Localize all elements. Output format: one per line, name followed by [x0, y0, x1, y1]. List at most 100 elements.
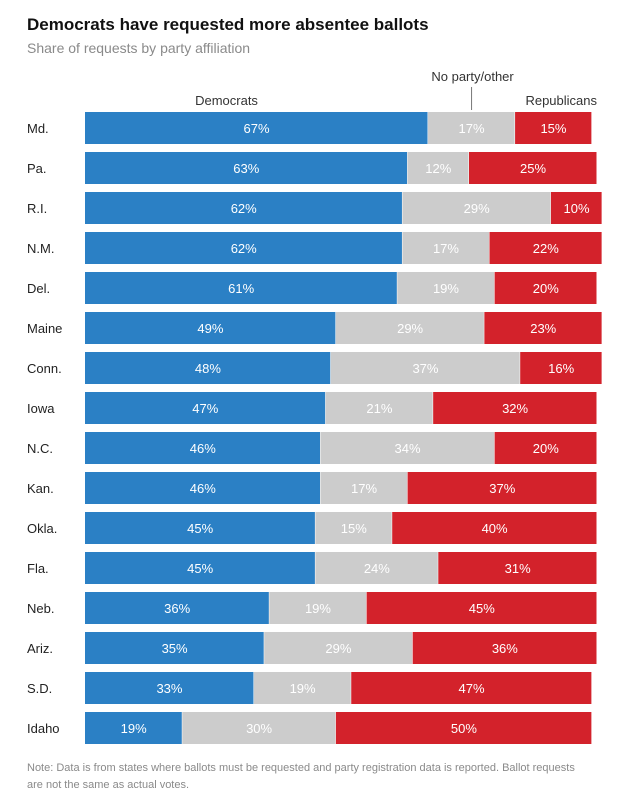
bar-row: R.I. 62% 29% 10% [27, 192, 602, 224]
data-label-democrats: 62% [231, 201, 257, 216]
bar-segment-no-party-other [315, 552, 438, 584]
bar-segment-democrats [85, 672, 254, 704]
data-label-democrats: 45% [187, 561, 213, 576]
legend-democrats: Democrats [195, 93, 258, 108]
bar-segment-no-party-other [397, 272, 495, 304]
data-label-republicans: 23% [530, 321, 556, 336]
bar-segment-democrats [85, 512, 315, 544]
data-label-republicans: 22% [533, 241, 559, 256]
bar-segment-democrats [85, 112, 428, 144]
bar-segment-democrats [85, 552, 315, 584]
bar-row: Iowa 47% 21% 32% [27, 392, 597, 424]
data-label-republicans: 31% [505, 561, 531, 576]
chart-subtitle: Share of requests by party affiliation [27, 40, 251, 56]
bar-row: Fla. 45% 24% 31% [27, 552, 597, 584]
category-label: Md. [27, 121, 49, 136]
data-label-democrats: 45% [187, 521, 213, 536]
data-label-no-party-other: 24% [364, 561, 390, 576]
bar-row: Md. 67% 17% 15% [27, 112, 592, 144]
data-label-republicans: 16% [548, 361, 574, 376]
category-label: Iowa [27, 401, 55, 416]
bar-row: Ariz. 35% 29% 36% [27, 632, 597, 664]
data-label-no-party-other: 15% [341, 521, 367, 536]
bar-segment-democrats [85, 392, 326, 424]
bar-segment-no-party-other [320, 432, 495, 464]
bar-segment-democrats [85, 232, 402, 264]
bar-segment-no-party-other [330, 352, 520, 384]
bar-segment-democrats [85, 192, 402, 224]
bar-segment-democrats [85, 632, 264, 664]
legend-no-party-other: No party/other [431, 69, 514, 84]
data-label-no-party-other: 34% [395, 441, 421, 456]
category-label: Neb. [27, 601, 54, 616]
category-label: Pa. [27, 161, 47, 176]
category-label: Maine [27, 321, 62, 336]
bar-segment-no-party-other [402, 232, 489, 264]
data-label-republicans: 15% [540, 121, 566, 136]
data-label-no-party-other: 29% [325, 641, 351, 656]
category-label: Okla. [27, 521, 57, 536]
data-label-no-party-other: 17% [351, 481, 377, 496]
data-label-republicans: 10% [564, 201, 590, 216]
data-label-republicans: 20% [533, 281, 559, 296]
data-label-no-party-other: 19% [305, 601, 331, 616]
data-label-republicans: 37% [489, 481, 515, 496]
data-label-no-party-other: 19% [290, 681, 316, 696]
data-label-republicans: 47% [459, 681, 485, 696]
data-label-republicans: 20% [533, 441, 559, 456]
data-label-republicans: 25% [520, 161, 546, 176]
bar-segment-democrats [85, 592, 269, 624]
bar-segment-republicans [550, 192, 602, 224]
category-label: Kan. [27, 481, 54, 496]
data-label-republicans: 36% [492, 641, 518, 656]
bar-segment-democrats [85, 472, 321, 504]
bar-segment-republicans [433, 392, 597, 424]
category-label: Conn. [27, 361, 62, 376]
bar-segment-democrats [85, 152, 408, 184]
bar-segment-no-party-other [182, 712, 336, 744]
bar-segment-republicans [407, 472, 597, 504]
chart-title: Democrats have requested more absentee b… [27, 15, 429, 34]
bar-segment-republicans [438, 552, 597, 584]
bar-segment-republicans [520, 352, 602, 384]
bar-row: Del. 61% 19% 20% [27, 272, 597, 304]
data-label-no-party-other: 21% [366, 401, 392, 416]
data-label-democrats: 49% [197, 321, 223, 336]
bar-segment-republicans [351, 672, 592, 704]
bar-row: Pa. 63% 12% 25% [27, 152, 597, 184]
data-label-no-party-other: 12% [425, 161, 451, 176]
bar-segment-democrats [85, 432, 321, 464]
category-label: S.D. [27, 681, 52, 696]
category-label: N.C. [27, 441, 53, 456]
bar-row: S.D. 33% 19% 47% [27, 672, 592, 704]
bar-segment-no-party-other [253, 672, 351, 704]
bar-segment-republicans [335, 712, 592, 744]
data-label-democrats: 36% [164, 601, 190, 616]
bar-segment-republicans [412, 632, 597, 664]
bar-row: N.C. 46% 34% 20% [27, 432, 597, 464]
bar-segment-no-party-other [320, 472, 408, 504]
bar-row: Kan. 46% 17% 37% [27, 472, 597, 504]
stacked-bar-chart: Democrats No party/other Republicans Md. 67%… [27, 69, 602, 744]
data-label-no-party-other: 19% [433, 281, 459, 296]
bar-segment-democrats [85, 712, 182, 744]
data-label-republicans: 32% [502, 401, 528, 416]
category-label: Del. [27, 281, 50, 296]
bar-segment-republicans [494, 432, 597, 464]
bar-segment-republicans [494, 272, 597, 304]
data-label-no-party-other: 29% [397, 321, 423, 336]
data-label-democrats: 33% [156, 681, 182, 696]
data-label-democrats: 48% [195, 361, 221, 376]
category-label: Ariz. [27, 641, 53, 656]
category-label: R.I. [27, 201, 47, 216]
bar-segment-republicans [484, 312, 602, 344]
bar-row: Maine 49% 29% 23% [27, 312, 602, 344]
data-label-no-party-other: 30% [246, 721, 272, 736]
data-label-no-party-other: 17% [433, 241, 459, 256]
data-label-democrats: 46% [190, 441, 216, 456]
bar-segment-no-party-other [335, 312, 484, 344]
bar-row: Okla. 45% 15% 40% [27, 512, 597, 544]
data-label-democrats: 62% [231, 241, 257, 256]
bar-segment-no-party-other [428, 112, 515, 144]
data-label-democrats: 19% [121, 721, 147, 736]
